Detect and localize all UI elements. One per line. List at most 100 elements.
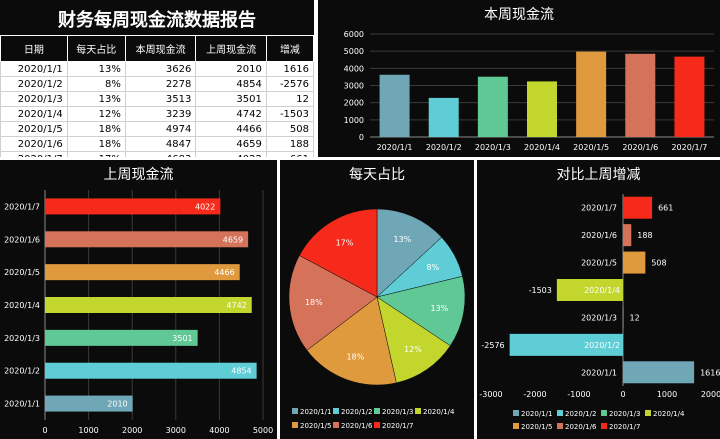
legend-swatch	[374, 422, 380, 428]
x-tick-label: -1000	[567, 390, 590, 399]
legend-swatch	[645, 410, 651, 416]
data-label: 4659	[223, 235, 243, 244]
pie-slice	[376, 296, 451, 384]
table-cell: 1616	[265, 61, 314, 77]
daily-share-chart-panel: 每天占比 13% 8% 13% 12% 18% 18% 17% 2020/1/1 2020/1/…	[280, 160, 474, 439]
bar	[509, 333, 623, 356]
data-label: 2010	[107, 400, 127, 409]
bar	[674, 56, 705, 137]
legend-swatch	[415, 408, 421, 414]
bar	[428, 97, 459, 137]
x-tick-label: 5000	[253, 426, 273, 435]
y-tick-label: 3000	[344, 82, 364, 91]
table-cell: -1503	[265, 106, 314, 122]
table-cell: 4683	[124, 151, 197, 157]
y-tick-label: 2020/1/7	[581, 204, 617, 213]
y-tick-label: 2020/1/1	[4, 400, 40, 409]
data-label: 4466	[214, 268, 234, 277]
y-tick-label: 0	[359, 133, 364, 142]
legend-swatch	[601, 423, 607, 429]
chart-title: 对比上周增减	[556, 167, 641, 183]
table-cell: 12	[265, 91, 314, 107]
y-tick-label: 1000	[344, 116, 364, 125]
data-label: 4854	[231, 367, 251, 376]
data-label: 508	[651, 259, 666, 268]
table-row: 2020/1/4 12% 3239 4742 -1503	[0, 106, 314, 122]
legend-label: 2020/1/4	[653, 410, 685, 418]
bar	[45, 231, 249, 248]
data-label: 188	[637, 231, 652, 240]
y-tick-label: 2020/1/2	[584, 341, 620, 350]
x-tick-label: 1000	[657, 390, 677, 399]
table-cell: 3239	[124, 106, 197, 122]
y-tick-label: 2020/1/7	[4, 202, 40, 211]
data-label: 18%	[305, 298, 323, 307]
bar	[477, 76, 508, 137]
table-cell: 2020/1/7	[0, 151, 68, 157]
bar	[527, 81, 557, 137]
table-cell: 3626	[124, 61, 197, 77]
legend-swatch	[292, 408, 298, 414]
x-tick-label: 1000	[78, 426, 98, 435]
column-header: 增减	[265, 35, 314, 62]
data-label: 13%	[394, 235, 412, 244]
legend-label: 2020/1/5	[521, 423, 552, 431]
table-row: 2020/1/1 13% 3626 2010 1616	[0, 61, 314, 77]
legend-swatch	[557, 410, 563, 416]
legend-label: 2020/1/1	[521, 410, 552, 418]
column-header: 每天占比	[66, 35, 126, 62]
x-tick-label: 2020/1/2	[426, 143, 462, 152]
x-tick-label: 2020/1/7	[671, 143, 707, 152]
bar	[45, 198, 221, 215]
table-cell: -2576	[265, 76, 314, 92]
table-cell: 188	[265, 136, 314, 152]
data-label: 13%	[431, 304, 449, 313]
x-tick-label: 2020/1/4	[524, 143, 560, 152]
legend-label: 2020/1/5	[300, 422, 331, 430]
legend-label: 2020/1/1	[300, 408, 331, 416]
report-title: 财务每周现金流数据报告	[58, 10, 256, 31]
x-tick-label: -2000	[523, 390, 546, 399]
y-tick-label: 2000	[344, 99, 364, 108]
data-label: 12%	[404, 345, 422, 354]
data-label: 18%	[346, 353, 364, 362]
legend-label: 2020/1/6	[565, 423, 597, 431]
legend-swatch	[557, 423, 563, 429]
table-cell: 2010	[195, 61, 267, 77]
legend-swatch	[292, 422, 298, 428]
y-tick-label: 2020/1/2	[4, 367, 40, 376]
table-cell: 2020/1/6	[0, 136, 68, 152]
bar	[45, 264, 240, 281]
y-tick-label: 2020/1/3	[581, 313, 617, 322]
legend-label: 2020/1/2	[341, 408, 372, 416]
legend-label: 2020/1/6	[341, 422, 373, 430]
table-header-row: 日期 每天占比 本周现金流 上周现金流 增减	[0, 35, 314, 62]
table-cell: 3513	[124, 91, 197, 107]
table-cell: 13%	[66, 91, 126, 107]
pie-slice	[376, 275, 466, 347]
bar	[623, 196, 653, 219]
x-tick-label: 0	[620, 390, 625, 399]
report-table: 日期 每天占比 本周现金流 上周现金流 增减 2020/1/1 13% 3626 2010 16…	[0, 35, 314, 157]
table-cell: 8%	[66, 76, 126, 92]
y-tick-label: 2020/1/1	[581, 368, 617, 377]
y-tick-label: 2020/1/5	[4, 268, 40, 277]
legend-swatch	[374, 408, 380, 414]
y-tick-label: 4000	[344, 64, 364, 73]
column-header: 日期	[0, 35, 68, 62]
table-cell: 12%	[66, 106, 126, 122]
bar	[623, 361, 695, 384]
y-tick-label: 2020/1/5	[581, 259, 617, 268]
daily-share-pie-chart: 13% 8% 13% 12% 18% 18% 17% 2020/1/1 2020/1/2 2020…	[288, 208, 466, 430]
bar	[623, 224, 632, 247]
pie-slice	[288, 255, 378, 351]
table-cell: 2020/1/4	[0, 106, 68, 122]
x-tick-label: 3000	[166, 426, 186, 435]
table-cell: 13%	[66, 61, 126, 77]
table-cell: 4022	[195, 151, 267, 157]
table-body: 2020/1/1 13% 3626 2010 1616 2020/1/2 8% 2278 485…	[0, 61, 314, 157]
data-label: 661	[658, 204, 673, 213]
data-label: 3501	[172, 334, 192, 343]
legend-label: 2020/1/7	[382, 422, 413, 430]
table-row: 2020/1/3 13% 3513 3501 12	[0, 91, 314, 107]
